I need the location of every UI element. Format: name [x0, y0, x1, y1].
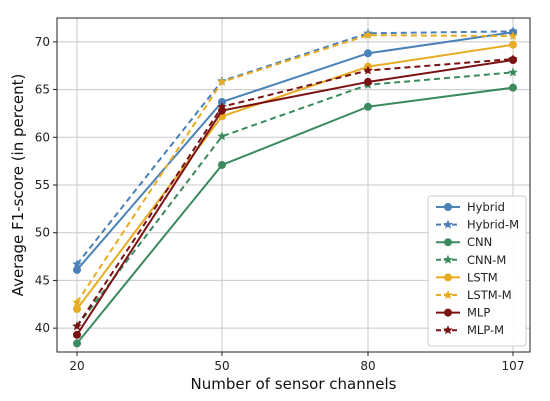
- legend-item-hybrid: Hybrid: [436, 200, 505, 214]
- series-line-mlp-m: [76, 58, 514, 327]
- x-tick-label: 50: [214, 359, 229, 373]
- x-tick-label: 20: [69, 359, 84, 373]
- data-point: [72, 321, 82, 331]
- legend-item-hybrid-m: Hybrid-M: [436, 218, 519, 232]
- y-tick-label: 55: [35, 178, 50, 192]
- legend-marker: [443, 290, 453, 300]
- legend-label: Hybrid-M: [467, 218, 519, 232]
- data-point: [508, 54, 518, 64]
- data-point: [364, 77, 372, 86]
- y-tick-label: 70: [35, 35, 50, 49]
- data-point: [508, 67, 518, 77]
- data-point: [72, 297, 82, 307]
- legend-label: MLP: [467, 306, 490, 320]
- data-point: [364, 49, 372, 58]
- series-line-lstm: [76, 43, 514, 310]
- data-point: [218, 160, 226, 169]
- legend-item-cnn-m: CNN-M: [436, 253, 506, 267]
- legend-label: CNN-M: [467, 253, 506, 267]
- legend-marker: [444, 273, 452, 282]
- series-line-hybrid: [76, 31, 514, 271]
- series-cnn: [73, 83, 517, 348]
- data-point: [73, 339, 81, 348]
- legend-item-lstm: LSTM: [436, 270, 498, 284]
- legend-marker: [443, 325, 453, 335]
- y-axis-label: Average F1-score (in percent): [9, 74, 27, 297]
- series-mlp-m: [72, 54, 518, 331]
- data-point: [509, 83, 517, 92]
- legend-marker: [444, 203, 452, 211]
- data-point: [217, 131, 227, 141]
- x-axis-label: Number of sensor channels: [191, 375, 397, 393]
- data-point: [509, 40, 517, 49]
- legend-marker: [443, 219, 453, 229]
- data-point: [73, 305, 81, 314]
- series-line-mlp: [76, 59, 514, 336]
- data-point: [508, 26, 518, 36]
- data-point: [72, 259, 82, 269]
- legend-label: LSTM-M: [467, 288, 512, 302]
- data-point: [364, 102, 372, 111]
- data-point: [73, 330, 81, 339]
- data-point: [217, 101, 227, 111]
- series-layer: [72, 26, 518, 348]
- legend-item-lstm-m: LSTM-M: [436, 288, 512, 302]
- legend: Hybrid Hybrid-M CNN CNN-M LSTM LSTM-M MLP MLP-M: [427, 195, 527, 347]
- legend-item-mlp-m: MLP-M: [436, 323, 504, 337]
- legend-marker: [444, 308, 452, 317]
- legend-marker: [443, 254, 453, 264]
- data-point: [217, 76, 227, 86]
- legend-label: LSTM: [467, 270, 498, 284]
- axis-ticks: 40 45 50 55 60 65 70 20 50 80 107: [35, 35, 525, 373]
- x-tick-label: 80: [360, 359, 375, 373]
- data-point: [508, 31, 518, 41]
- x-tick-label: 107: [502, 359, 525, 373]
- series-line-cnn: [76, 86, 514, 345]
- legend-item-cnn: CNN: [436, 235, 492, 249]
- series-line-hybrid-m: [76, 30, 514, 265]
- y-tick-label: 45: [35, 273, 50, 287]
- legend-marker: [444, 238, 452, 247]
- y-tick-label: 65: [35, 83, 50, 97]
- legend-label: CNN: [467, 235, 492, 249]
- y-tick-label: 40: [35, 321, 50, 335]
- legend-box: [427, 195, 527, 347]
- data-point: [73, 265, 81, 274]
- data-point: [363, 30, 373, 40]
- data-point: [363, 65, 373, 75]
- legend-item-mlp: MLP: [436, 306, 490, 320]
- legend-label: Hybrid: [467, 200, 505, 214]
- series-lstm-m: [72, 30, 518, 307]
- y-tick-label: 50: [35, 226, 50, 240]
- legend-label: MLP-M: [467, 323, 504, 337]
- series-line-lstm-m: [76, 34, 514, 303]
- y-tick-label: 60: [35, 130, 50, 144]
